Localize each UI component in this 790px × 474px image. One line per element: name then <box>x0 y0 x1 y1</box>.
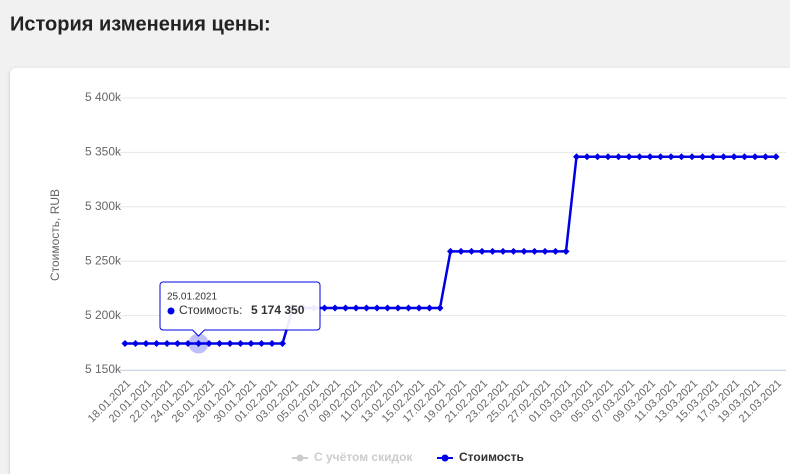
point-marker <box>552 247 559 255</box>
point-marker <box>520 247 528 255</box>
point-marker <box>174 340 181 348</box>
point-marker <box>363 304 370 312</box>
point-marker <box>226 340 234 348</box>
point-marker <box>688 153 696 161</box>
tooltip-value: 5 174 350 <box>251 303 305 317</box>
point-marker <box>657 153 664 161</box>
page-title: История изменения цены: <box>10 13 271 35</box>
point-marker <box>342 304 349 312</box>
point-marker <box>279 340 286 348</box>
point-marker <box>405 304 412 312</box>
point-marker <box>562 247 570 255</box>
point-marker <box>121 340 129 348</box>
point-marker <box>667 153 675 161</box>
tooltip-series: Стоимость: <box>179 303 242 317</box>
point-marker <box>426 304 433 312</box>
point-marker <box>772 153 780 161</box>
point-marker <box>447 247 454 255</box>
point-marker <box>499 247 507 255</box>
point-marker <box>489 247 496 255</box>
legend-item[interactable]: Стоимость <box>437 450 524 464</box>
hover-halo <box>188 333 209 354</box>
point-marker <box>741 153 748 161</box>
point-marker <box>195 340 202 348</box>
tooltip-box <box>159 281 321 337</box>
point-marker <box>352 304 360 312</box>
tooltip-marker <box>167 307 175 315</box>
point-marker <box>604 153 612 161</box>
y-tick-label: 5 300k <box>85 199 122 213</box>
point-marker <box>531 247 538 255</box>
point-marker <box>751 153 759 161</box>
point-marker <box>478 247 486 255</box>
y-tick-label: 5 400k <box>85 90 122 104</box>
point-marker <box>268 340 276 348</box>
point-marker <box>247 340 255 348</box>
point-marker <box>541 247 549 255</box>
y-tick-label: 5 150k <box>85 362 122 376</box>
point-marker <box>258 340 265 348</box>
point-marker <box>237 340 244 348</box>
legend-label: С учётом скидок <box>314 450 413 464</box>
y-tick-label: 5 250k <box>85 253 122 267</box>
legend-marker <box>296 454 304 462</box>
point-marker <box>205 340 213 348</box>
point-marker <box>720 153 727 161</box>
point-marker <box>373 304 381 312</box>
legend-marker <box>441 454 449 462</box>
point-marker <box>331 304 339 312</box>
y-axis-title: Стоимость, RUB <box>48 189 62 281</box>
card <box>10 68 790 474</box>
point-marker <box>415 304 423 312</box>
y-tick-label: 5 350k <box>85 145 122 159</box>
point-marker <box>153 340 160 348</box>
point-marker <box>730 153 738 161</box>
point-marker <box>625 153 633 161</box>
legend-item[interactable]: С учётом скидок <box>292 450 413 464</box>
point-marker <box>678 153 685 161</box>
point-marker <box>394 304 402 312</box>
point-marker <box>132 340 139 348</box>
point-marker <box>457 247 465 255</box>
point-marker <box>583 153 591 161</box>
point-marker <box>762 153 769 161</box>
point-marker <box>646 153 654 161</box>
point-marker <box>436 304 444 312</box>
point-marker <box>699 153 706 161</box>
point-marker <box>594 153 601 161</box>
point-marker <box>468 247 475 255</box>
point-marker <box>510 247 517 255</box>
point-marker <box>163 340 171 348</box>
point-marker <box>142 340 150 348</box>
legend-label: Стоимость <box>459 450 524 464</box>
point-marker <box>636 153 643 161</box>
tooltip-date: 25.01.2021 <box>167 292 217 303</box>
point-marker <box>184 340 192 348</box>
point-marker <box>216 340 223 348</box>
point-marker <box>321 304 328 312</box>
point-marker <box>615 153 622 161</box>
y-tick-label: 5 200k <box>85 308 122 322</box>
point-marker <box>573 153 580 161</box>
point-marker <box>709 153 717 161</box>
point-marker <box>384 304 391 312</box>
